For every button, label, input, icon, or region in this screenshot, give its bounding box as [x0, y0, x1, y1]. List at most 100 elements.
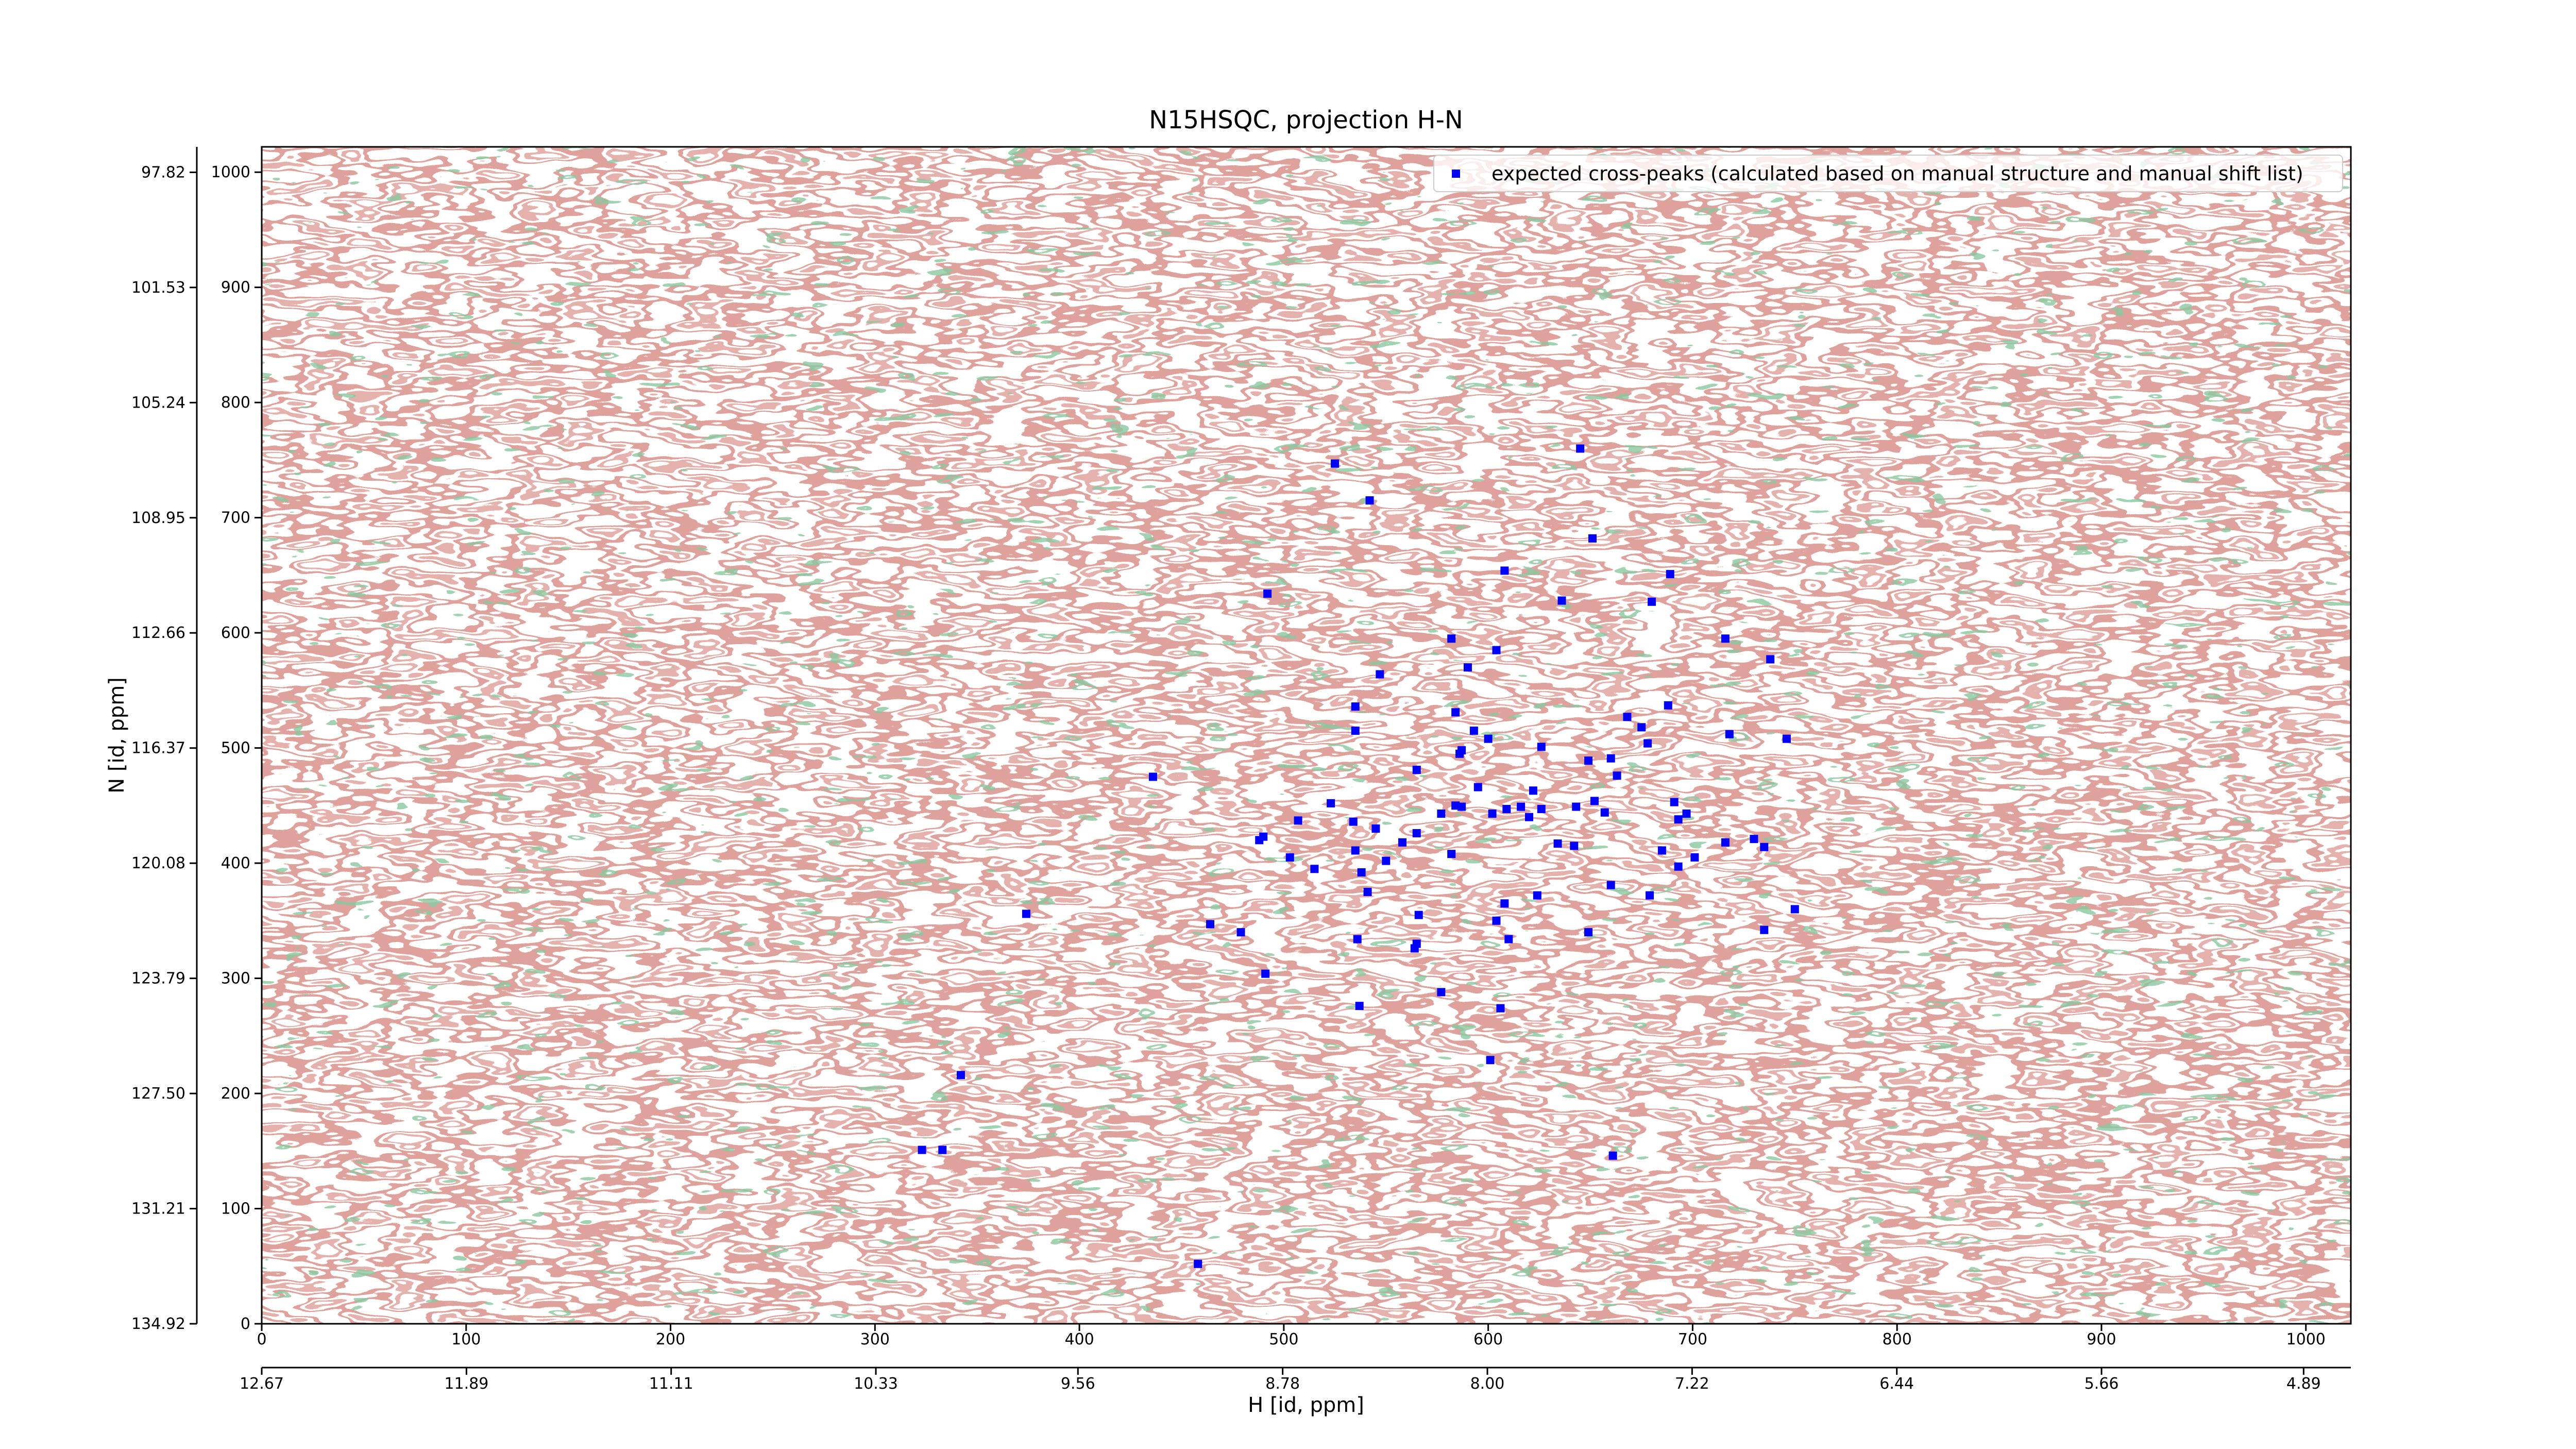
cross-peak: [1760, 843, 1769, 851]
cross-peak: [1371, 824, 1380, 833]
cross-peak: [1537, 805, 1546, 814]
cross-peak: [1664, 701, 1672, 710]
cross-peak: [1484, 734, 1493, 743]
y2-tick-label: 101.53: [131, 279, 185, 297]
cross-peak: [1473, 783, 1482, 791]
cross-peak: [1363, 887, 1372, 896]
cross-peak: [1606, 754, 1615, 763]
cross-peak: [1437, 809, 1446, 818]
cross-peak: [1148, 772, 1157, 781]
cross-peak: [1412, 766, 1421, 774]
cross-peak: [1500, 899, 1509, 908]
x2-tick-label: 8.00: [1470, 1375, 1505, 1393]
cross-peak: [1310, 865, 1319, 873]
y-tick-label: 900: [221, 279, 250, 297]
cross-peak: [1447, 850, 1456, 858]
x-tick-label: 400: [1064, 1330, 1094, 1349]
y2-tick-label: 134.92: [131, 1315, 185, 1333]
x2-tick-label: 10.33: [854, 1375, 898, 1393]
y-tick-label: 500: [221, 739, 250, 757]
x2-tick-label: 11.89: [444, 1375, 488, 1393]
cross-peak: [1648, 597, 1656, 606]
cross-peak: [918, 1145, 926, 1154]
cross-peak: [1414, 911, 1423, 919]
cross-peak: [1608, 1151, 1617, 1160]
cross-peak: [1623, 713, 1632, 721]
legend-label: expected cross-peaks (calculated based o…: [1492, 162, 2303, 185]
y-tick-label: 100: [221, 1200, 250, 1218]
y2-tick-label: 127.50: [131, 1085, 185, 1103]
cross-peak: [1451, 708, 1460, 717]
x2-tick-label: 9.56: [1061, 1375, 1095, 1393]
y2-tick-label: 116.37: [131, 739, 185, 757]
legend-box: [1433, 155, 2343, 192]
x-tick-label: 700: [1678, 1330, 1707, 1349]
cross-peak: [1357, 868, 1366, 877]
y-tick-label: 700: [221, 509, 250, 527]
cross-peak: [1537, 743, 1546, 751]
cross-peak: [1529, 786, 1537, 795]
cross-peak: [1455, 749, 1464, 758]
cross-peak: [1285, 853, 1294, 862]
cross-peak: [1600, 808, 1609, 817]
cross-peak: [1725, 730, 1734, 738]
cross-peak: [1351, 846, 1360, 855]
y2-tick-label: 105.24: [131, 394, 185, 412]
x-tick-label: 300: [860, 1330, 890, 1349]
cross-peak: [1255, 836, 1264, 845]
cross-peak: [938, 1145, 947, 1154]
y-tick-label: 800: [221, 394, 250, 412]
cross-peak: [1194, 1259, 1202, 1268]
cross-peak: [1670, 798, 1679, 806]
x2-tick-label: 8.78: [1265, 1375, 1300, 1393]
cross-peak: [1643, 739, 1652, 748]
cross-peak: [1584, 756, 1593, 765]
cross-peak: [1492, 646, 1501, 654]
cross-peak: [1382, 856, 1391, 865]
y-tick-label: 0: [241, 1315, 250, 1333]
cross-peak: [1504, 935, 1513, 943]
x2-tick-label: 5.66: [2084, 1375, 2119, 1393]
cross-peak: [1721, 634, 1730, 643]
cross-peak: [1674, 815, 1683, 824]
x-axis-label: H [id, ppm]: [1248, 1393, 1364, 1417]
y-tick-label: 400: [221, 854, 250, 872]
cross-peak: [1365, 496, 1374, 505]
cross-peak: [1355, 1002, 1364, 1010]
cross-peak: [1447, 634, 1456, 643]
cross-peak: [956, 1071, 965, 1080]
cross-peak: [1576, 444, 1585, 453]
cross-peak: [1553, 839, 1562, 848]
x-tick-label: 200: [656, 1330, 685, 1349]
x2-tick-label: 6.44: [1879, 1375, 1914, 1393]
cross-peak: [1327, 799, 1335, 807]
cross-peak: [1557, 596, 1566, 605]
cross-peak: [1766, 655, 1775, 664]
x-tick-label: 0: [257, 1330, 266, 1349]
cross-peak: [1570, 841, 1579, 850]
cross-peak: [1760, 925, 1769, 934]
cross-peak: [1613, 771, 1621, 780]
cross-peak: [1750, 835, 1758, 844]
cross-peak: [1524, 813, 1533, 821]
y-axis-label: N [id, ppm]: [105, 677, 129, 794]
cross-peak: [1646, 891, 1654, 900]
y2-tick-label: 108.95: [131, 509, 185, 527]
y-tick-label: 300: [221, 970, 250, 988]
cross-peak: [1657, 846, 1666, 855]
cross-peak: [1517, 802, 1526, 811]
cross-peak: [1606, 881, 1615, 889]
cross-peak: [1488, 809, 1497, 818]
cross-peak: [1782, 734, 1791, 743]
cross-peak: [1790, 905, 1799, 914]
cross-peak: [1690, 853, 1699, 862]
cross-peak: [1502, 805, 1511, 814]
cross-peak: [1236, 928, 1245, 937]
cross-peak: [1463, 663, 1472, 672]
cross-peak: [1500, 566, 1509, 575]
cross-peak: [1376, 670, 1384, 679]
y-tick-label: 1000: [211, 163, 250, 181]
y2-tick-label: 120.08: [131, 854, 185, 872]
x2-tick-label: 12.67: [240, 1375, 284, 1393]
cross-peak: [1261, 969, 1270, 978]
